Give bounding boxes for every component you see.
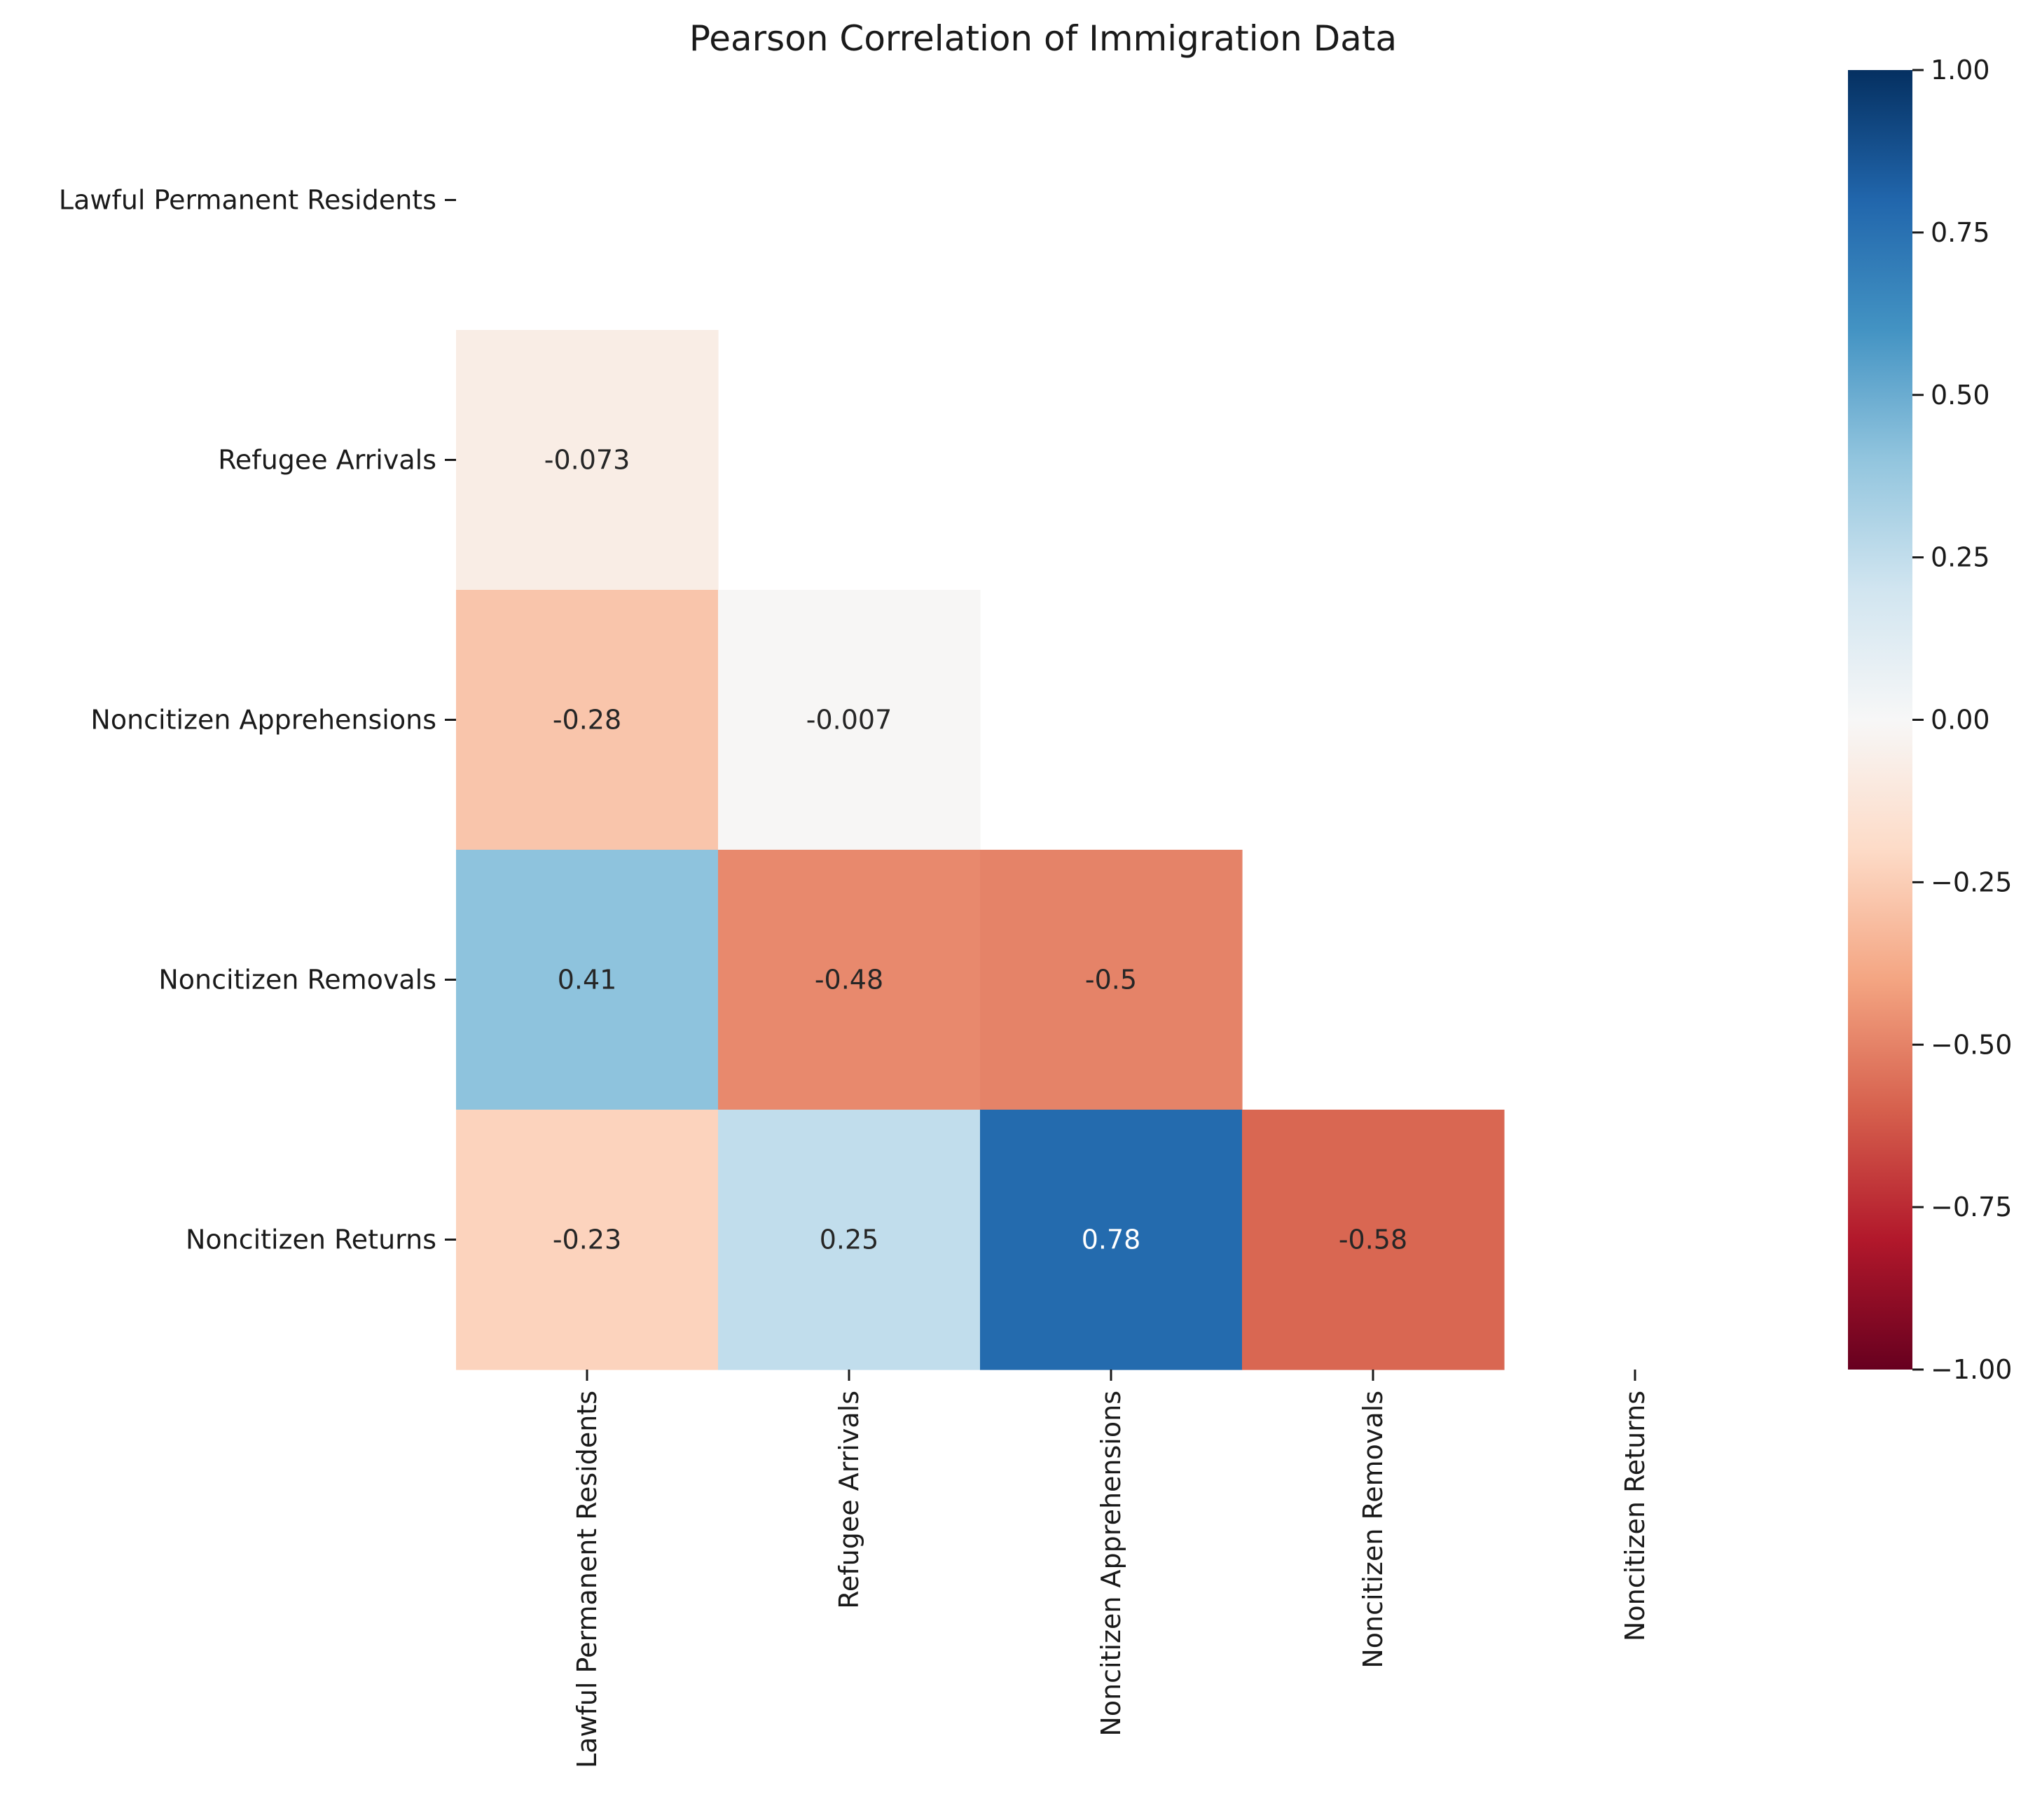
y-tick-label: Refugee Arrivals [218,445,436,476]
cell-value-label: -0.073 [544,445,630,476]
y-tick-label: Lawful Permanent Residents [59,185,436,216]
x-tick-label: Noncitizen Apprehensions [1096,1391,1126,1737]
y-tick-label: Noncitizen Returns [186,1225,436,1255]
x-tick-label: Refugee Arrivals [834,1391,864,1609]
cell-value-label: 0.41 [558,965,617,995]
heatmap-cell [718,850,981,1110]
heatmap-cell [718,590,981,850]
heatmap-cell [980,850,1243,1110]
cell-value-label: -0.48 [815,965,883,995]
colorbar-gradient [1848,70,1912,1370]
heatmap-cell [456,590,719,850]
colorbar-tick-label: −0.25 [1931,867,2012,897]
x-axis-labels: Lawful Permanent Residents Refugee Arriva… [572,1370,1650,1768]
y-tick-label: Noncitizen Apprehensions [90,705,436,736]
x-tick-label: Noncitizen Removals [1358,1391,1388,1669]
cell-value-label: -0.58 [1339,1225,1407,1255]
heatmap-cell [718,1110,981,1370]
heatmap-cell [980,1110,1243,1370]
colorbar-tick-label: 0.50 [1931,380,1990,411]
x-tick-label: Lawful Permanent Residents [572,1391,602,1768]
cell-value-label: 0.78 [1082,1225,1141,1255]
x-tick-label: Noncitizen Returns [1620,1391,1650,1641]
heatmap-cell [1242,1110,1505,1370]
y-tick-label: Noncitizen Removals [158,965,436,995]
heatmap-cells: -0.073 -0.28 -0.007 0.41 -0.48 -0.5 -0.23 0.25 0… [456,330,1505,1370]
colorbar: 1.00 0.75 0.50 0.25 0.00 −0.25 −0.50 −0.75 −1.00 [1848,55,2012,1385]
colorbar-tick-label: −1.00 [1931,1354,2012,1385]
heatmap-cell [456,850,719,1110]
cell-value-label: -0.5 [1085,965,1137,995]
colorbar-tick-label: 0.75 [1931,217,1990,248]
y-axis-labels: Lawful Permanent Residents Refugee Arriva… [59,185,456,1255]
colorbar-tick-label: 0.25 [1931,542,1990,573]
cell-value-label: -0.007 [806,705,892,736]
colorbar-tick-label: 0.00 [1931,705,1990,736]
colorbar-tick-label: −0.50 [1931,1029,2012,1060]
cell-value-label: -0.28 [553,705,621,736]
heatmap-cell [456,330,719,591]
heatmap-cell [456,1110,719,1370]
chart-title: Pearson Correlation of Immigration Data [689,18,1397,59]
colorbar-tick-label: −0.75 [1931,1192,2012,1222]
cell-value-label: 0.25 [820,1225,879,1255]
cell-value-label: -0.23 [553,1225,621,1255]
colorbar-tick-label: 1.00 [1931,55,1990,85]
